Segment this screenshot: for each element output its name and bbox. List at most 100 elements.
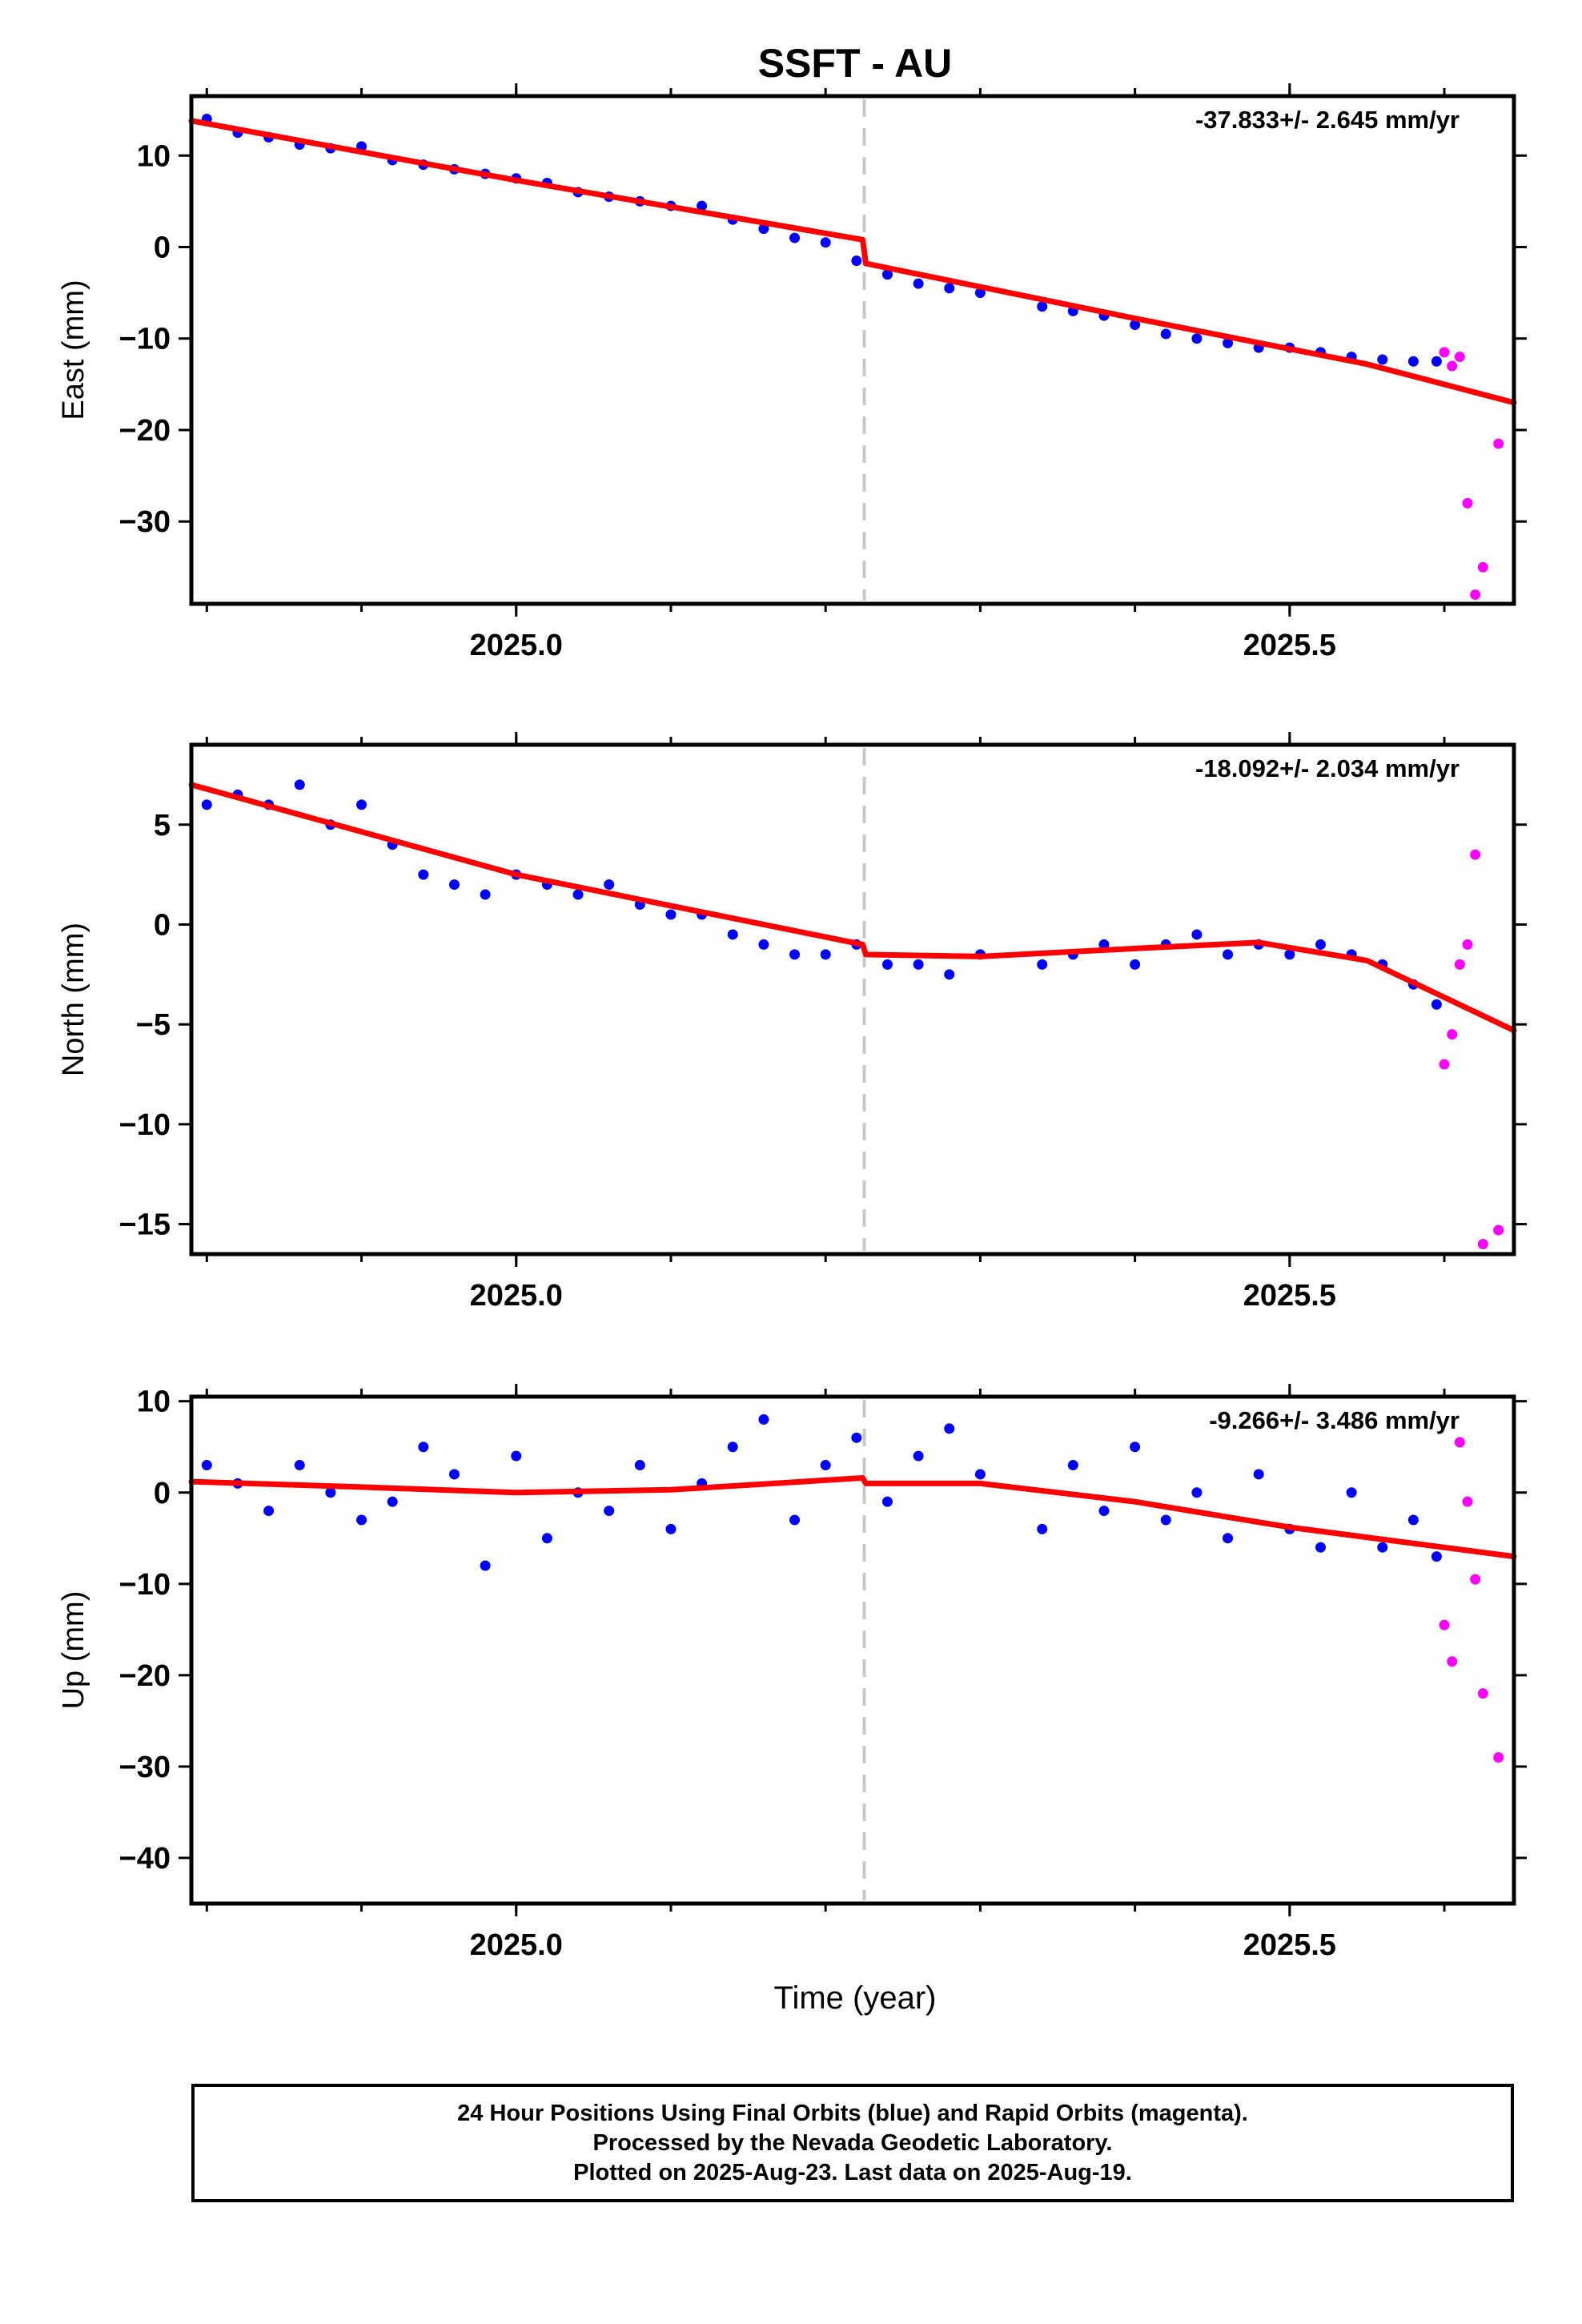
- north-final-point: [418, 869, 429, 880]
- east-y-tick-label: 10: [137, 139, 171, 173]
- north-rapid-point: [1493, 1224, 1504, 1236]
- north-final-point: [913, 959, 924, 970]
- up-y-tick-label: −20: [119, 1659, 171, 1693]
- east-y-tick-label: −10: [119, 323, 171, 356]
- east-x-tick-label: 2025.0: [470, 629, 563, 662]
- east-final-point: [1223, 337, 1234, 348]
- east-rapid-point: [1470, 589, 1481, 601]
- east-rapid-point: [1493, 438, 1504, 449]
- up-final-point: [1130, 1441, 1141, 1453]
- north-final-point: [1223, 949, 1234, 960]
- up-final-point: [820, 1460, 831, 1471]
- north-final-point: [789, 949, 801, 960]
- east-rapid-point: [1477, 561, 1488, 573]
- up-final-point: [1377, 1542, 1388, 1553]
- up-final-point: [325, 1487, 336, 1498]
- east-final-point: [758, 223, 769, 235]
- north-final-point: [356, 799, 367, 810]
- north-final-point: [881, 959, 893, 970]
- up-final-point: [480, 1560, 491, 1571]
- up-final-point: [944, 1423, 955, 1434]
- up-final-point: [511, 1450, 522, 1462]
- north-y-tick-label: 0: [154, 908, 171, 942]
- north-rapid-point: [1470, 849, 1481, 860]
- footer-line-3: Plotted on 2025-Aug-23. Last data on 202…: [573, 2159, 1132, 2185]
- east-final-point: [913, 278, 924, 289]
- north-x-tick-label: 2025.0: [470, 1279, 563, 1313]
- east-y-tick-label: −30: [119, 505, 171, 539]
- up-rapid-point: [1477, 1688, 1488, 1699]
- up-final-point: [1315, 1542, 1326, 1553]
- up-x-tick-label: 2025.5: [1243, 1928, 1336, 1962]
- north-y-tick-label: 5: [154, 809, 171, 842]
- up-final-point: [387, 1496, 398, 1507]
- up-rapid-point: [1454, 1437, 1465, 1448]
- east-final-point: [944, 283, 955, 294]
- up-y-tick-label: −40: [119, 1842, 171, 1876]
- east-final-point: [1191, 333, 1203, 344]
- north-x-tick-label: 2025.5: [1243, 1279, 1336, 1313]
- up-x-tick-label: 2025.0: [470, 1928, 563, 1962]
- north-final-point: [1431, 999, 1442, 1010]
- up-rapid-point: [1462, 1496, 1473, 1507]
- east-y-axis-label: East (mm): [57, 279, 90, 420]
- footer-caption-box: 24 Hour Positions Using Final Orbits (bl…: [191, 2084, 1514, 2202]
- north-rapid-point: [1477, 1239, 1488, 1250]
- east-y-tick-label: 0: [154, 231, 171, 264]
- north-rapid-point: [1462, 939, 1473, 950]
- up-final-point: [913, 1450, 924, 1462]
- north-final-point: [480, 889, 491, 900]
- north-rapid-point: [1454, 959, 1465, 970]
- north-final-point: [944, 969, 955, 980]
- up-final-point: [1037, 1523, 1048, 1534]
- up-final-point: [634, 1460, 645, 1471]
- up-final-point: [1346, 1487, 1357, 1498]
- up-final-point: [1160, 1514, 1171, 1526]
- up-final-point: [418, 1441, 429, 1453]
- x-axis-label: Time (year): [774, 1980, 937, 2016]
- east-rate-label: -37.833+/- 2.645 mm/yr: [1195, 106, 1460, 134]
- up-final-point: [356, 1514, 367, 1526]
- up-final-point: [1223, 1533, 1234, 1544]
- north-final-point: [448, 879, 460, 891]
- up-final-point: [881, 1496, 893, 1507]
- chart-title: SSFT - AU: [758, 41, 953, 86]
- up-final-point: [294, 1460, 305, 1471]
- east-final-point: [1431, 356, 1442, 367]
- up-final-point: [1191, 1487, 1203, 1498]
- up-final-point: [789, 1514, 801, 1526]
- north-final-point: [572, 889, 584, 900]
- north-final-point: [820, 949, 831, 960]
- up-y-tick-label: 10: [137, 1385, 171, 1419]
- north-y-tick-label: −5: [136, 1008, 171, 1042]
- footer-line-2: Processed by the Nevada Geodetic Laborat…: [592, 2129, 1113, 2156]
- east-final-point: [1160, 328, 1171, 340]
- north-y-tick-label: −15: [119, 1208, 171, 1242]
- north-final-point: [1284, 949, 1295, 960]
- up-final-point: [1253, 1469, 1264, 1480]
- up-rapid-point: [1439, 1619, 1450, 1630]
- north-final-point: [665, 909, 677, 920]
- up-final-point: [1431, 1551, 1442, 1562]
- east-plot-frame: [189, 94, 1516, 606]
- east-final-point: [881, 269, 893, 280]
- up-final-point: [1407, 1514, 1419, 1526]
- east-y-tick-label: −20: [119, 414, 171, 448]
- east-rapid-point: [1447, 360, 1458, 372]
- up-final-point: [1098, 1506, 1110, 1517]
- east-final-point: [697, 200, 708, 211]
- up-final-point: [263, 1506, 275, 1517]
- north-model-line: [188, 782, 1517, 1034]
- north-final-point: [758, 939, 769, 950]
- up-rapid-point: [1493, 1752, 1504, 1763]
- up-final-point: [1067, 1460, 1078, 1471]
- up-y-axis-label: Up (mm): [57, 1591, 90, 1710]
- east-model-line: [188, 118, 1517, 406]
- east-final-point: [820, 237, 831, 248]
- north-final-point: [727, 929, 738, 940]
- footer-line-1: 24 Hour Positions Using Final Orbits (bl…: [457, 2100, 1248, 2126]
- east-rapid-point: [1439, 347, 1450, 358]
- up-rate-label: -9.266+/- 3.486 mm/yr: [1209, 1406, 1460, 1434]
- east-final-point: [1130, 320, 1141, 331]
- north-final-point: [1037, 959, 1048, 970]
